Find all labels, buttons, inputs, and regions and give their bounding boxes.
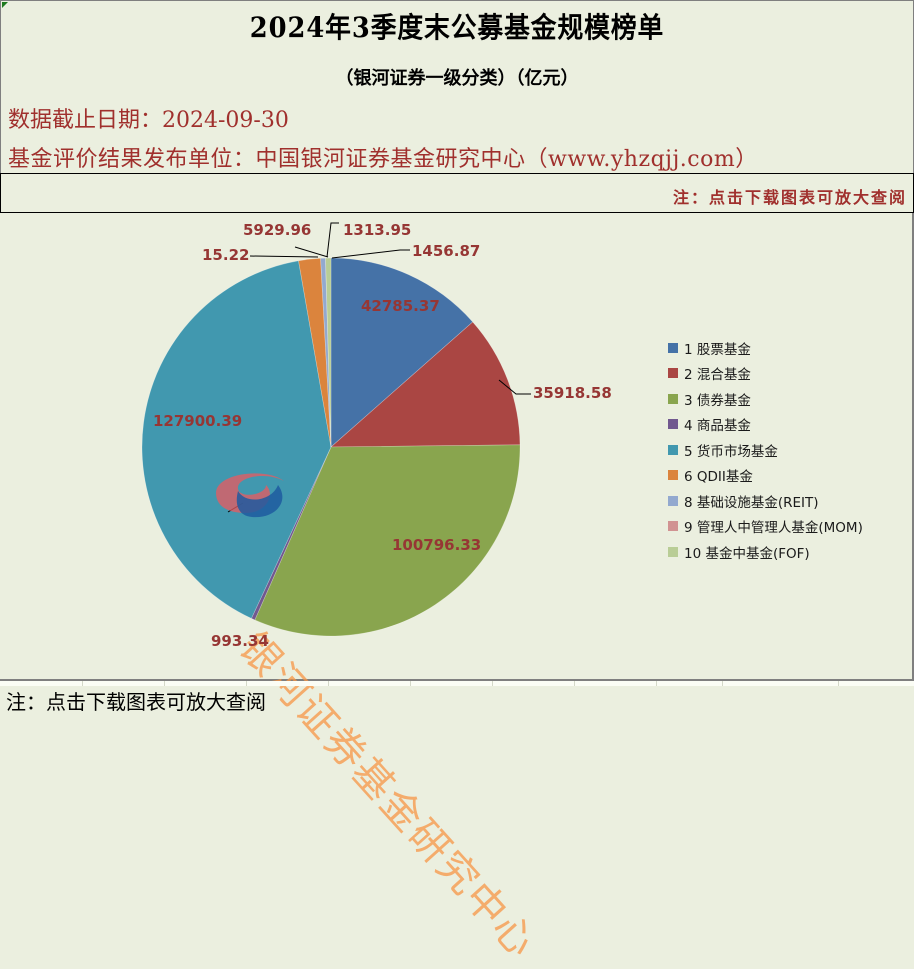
pie-slice-money-market[interactable] — [141, 260, 332, 619]
download-note: 注：点击下载图表可放大查阅 — [672, 188, 907, 207]
legend-swatch — [668, 495, 678, 506]
legend-swatch — [668, 419, 678, 430]
legend-item-qdii[interactable]: 6 QDII基金 — [668, 463, 863, 489]
pie-slices — [141, 257, 521, 637]
pie-chart — [141, 222, 531, 637]
legend-label: 5 货币市场基金 — [684, 443, 778, 460]
legend-item-mom[interactable]: 9 管理人中管理人基金(MOM) — [668, 514, 863, 540]
data-label-qdii: 5929.96 — [243, 221, 312, 239]
legend-label: 10 基金中基金(FOF) — [684, 545, 810, 562]
legend-swatch — [668, 393, 678, 404]
legend-item-money-market[interactable]: 5 货币市场基金 — [668, 437, 863, 463]
pie-slice-commodity[interactable] — [251, 446, 332, 621]
data-label-stock: 42785.37 — [361, 297, 440, 315]
note-box: 注：点击下载图表可放大查阅 — [0, 173, 914, 214]
data-label-bond: 100796.33 — [392, 536, 482, 554]
data-cutoff-date: 数据截止日期：2024-09-30 — [8, 108, 289, 133]
data-label-mom: 15.22 — [202, 246, 250, 264]
page-title: 2024年3季度末公募基金规模榜单 — [249, 11, 665, 44]
legend-item-reit[interactable]: 8 基础设施基金(REIT) — [668, 488, 863, 514]
publisher-info: 基金评价结果发布单位：中国银河证券基金研究中心（www.yhzqjj.com） — [8, 147, 758, 172]
data-label-commodity: 993.34 — [211, 632, 269, 650]
legend-label: 6 QDII基金 — [684, 469, 753, 486]
galaxy-logo-icon — [216, 473, 284, 518]
data-label-reit: 1313.95 — [343, 221, 412, 239]
data-label-money-market: 127900.39 — [153, 412, 243, 430]
chart-legend: 1 股票基金 2 混合基金 3 债券基金 4 商品基金 5 货币市场基金 6 Q… — [668, 335, 863, 565]
legend-item-fof[interactable]: 10 基金中基金(FOF) — [668, 539, 863, 565]
legend-label: 2 混合基金 — [684, 367, 751, 384]
legend-item-hybrid[interactable]: 2 混合基金 — [668, 361, 863, 387]
pie-slice-stock[interactable] — [330, 257, 474, 448]
legend-label: 1 股票基金 — [684, 341, 751, 358]
pie-slice-bond[interactable] — [254, 444, 521, 637]
report-header — [0, 0, 914, 213]
footer-download-note: 注：点击下载图表可放大查阅 — [6, 690, 266, 714]
cell-comment-indicator — [2, 2, 8, 8]
pie-slice-qdii[interactable] — [298, 257, 332, 448]
legend-item-bond[interactable]: 3 债券基金 — [668, 386, 863, 412]
legend-swatch — [668, 368, 678, 379]
legend-label: 8 基础设施基金(REIT) — [684, 494, 819, 511]
pie-slice-fof[interactable] — [325, 257, 332, 448]
legend-swatch — [668, 444, 678, 455]
legend-swatch — [668, 546, 678, 557]
legend-label: 4 商品基金 — [684, 418, 751, 435]
pie-slice-reit[interactable] — [320, 257, 332, 448]
data-label-hybrid: 35918.58 — [533, 384, 612, 402]
legend-swatch — [668, 470, 678, 481]
data-label-fof: 1456.87 — [412, 242, 481, 260]
spreadsheet-gridlines — [0, 681, 914, 686]
legend-item-commodity[interactable]: 4 商品基金 — [668, 412, 863, 438]
legend-label: 9 管理人中管理人基金(MOM) — [684, 520, 863, 537]
page-subtitle: （银河证券一级分类）（亿元） — [335, 68, 579, 89]
legend-swatch — [668, 521, 678, 532]
legend-item-stock[interactable]: 1 股票基金 — [668, 335, 863, 361]
legend-swatch — [668, 342, 678, 353]
pie-slice-hybrid[interactable] — [330, 321, 521, 448]
pie-chart-area[interactable]: 银河证券基金研究中心 42785.37 35918.58 100796.33 9… — [0, 213, 914, 967]
legend-label: 3 债券基金 — [684, 392, 751, 409]
